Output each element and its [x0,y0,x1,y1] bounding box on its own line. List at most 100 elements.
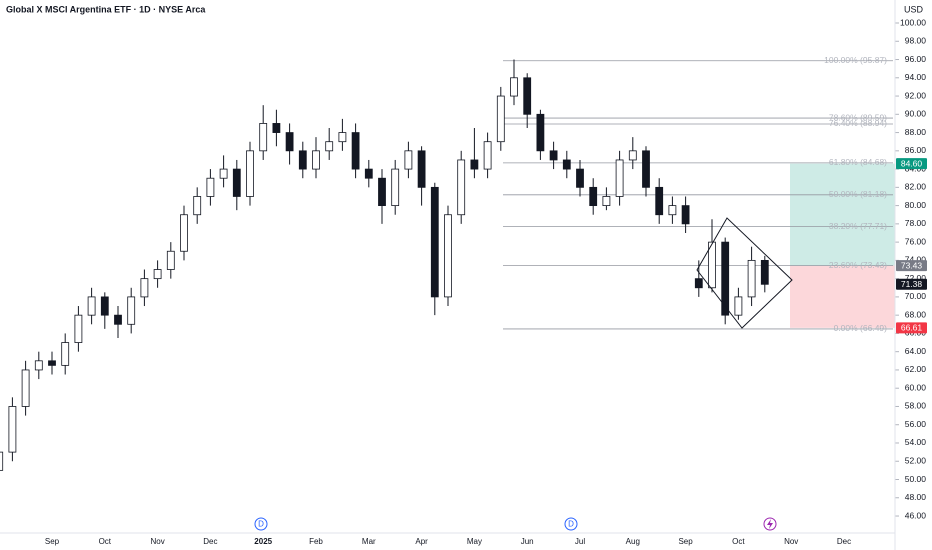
diamond-drawing [696,217,793,329]
candle-body [470,159,479,170]
candle-body [21,369,30,407]
x-tick-label: Jul [575,537,585,546]
candle-body [61,342,70,366]
candle-body [655,186,664,216]
candle-body [668,205,677,216]
candle-body [325,141,334,152]
y-tick-label: 80.00 [905,200,927,210]
x-tick-label: Oct [99,537,112,546]
candle-body [87,296,96,316]
fib-label: 76.40% (88.94) [829,118,887,128]
candle-body [510,77,518,97]
candle-body [338,132,347,143]
y-tick-label: 82.00 [905,182,927,192]
candle-body [140,278,149,298]
candle-body [0,451,4,471]
candle-body [760,259,769,285]
y-tick-label: 88.00 [905,127,927,137]
x-tick-label: Sep [45,537,60,546]
y-tick-label: 68.00 [905,309,927,319]
candle-body [628,150,637,161]
fib-label: 50.00% (81.18) [829,189,887,199]
candle-body [180,214,188,252]
y-tick-label: 46.00 [905,510,927,520]
candle-body [48,360,56,366]
candle-body [378,177,386,207]
candle-body [34,360,43,371]
x-tick-label: May [467,537,482,546]
price-tag-label: 66.61 [901,323,923,333]
candle-body [298,150,307,170]
y-tick-label: 62.00 [905,364,927,374]
price-tag-label: 73.43 [901,260,923,270]
y-tick-label: 78.00 [905,218,927,228]
fib-label: 100.00% (95.87) [824,55,887,65]
chart-title: Global X MSCI Argentina ETF · 1D · NYSE … [6,4,206,14]
y-tick-label: 48.00 [905,492,927,502]
lightning-icon [767,519,773,529]
candle-body [549,150,558,161]
candle-body [457,159,466,216]
price-tag [896,158,927,170]
event-dividend[interactable] [254,517,268,531]
currency: USD [904,4,924,14]
candle-body [153,269,162,280]
candle-body [351,132,360,170]
y-tick-label: 70.00 [905,291,927,301]
fib-label: 0.00% (66.49) [834,323,888,333]
candle-body [259,123,268,152]
x-tick-label: Feb [309,537,323,546]
y-tick-label: 58.00 [905,401,927,411]
candle-body [615,159,624,197]
candle-body [576,168,584,188]
y-tick-label: 76.00 [905,236,927,246]
candle-body [430,186,439,298]
candle-body [100,296,109,316]
x-tick-label: Apr [415,537,428,546]
candle-body [312,150,320,170]
x-tick-label: Jun [521,537,534,546]
x-tick-label: Nov [784,537,798,546]
y-tick-label: 56.00 [905,419,927,429]
candle-body [404,150,413,170]
candle-body [206,177,215,197]
candle-body [721,241,730,316]
candle-body [193,196,202,216]
x-tick-label: Aug [626,537,640,546]
price-tag [896,260,927,272]
event-dividend[interactable] [564,517,578,531]
price-tag [896,322,927,334]
candle-body [747,259,756,298]
candle-body [444,214,452,298]
candle-body [694,278,703,289]
y-tick-label: 96.00 [905,54,927,64]
stop-zone [790,265,895,328]
price-tag-label: 71.38 [901,279,923,289]
y-tick-label: 72.00 [905,273,927,283]
candle-body [681,205,690,225]
candle-body [602,196,611,207]
candle-body [232,168,241,197]
candle-body [391,168,400,207]
price-tag [896,278,927,290]
event-label: D [258,520,264,529]
y-tick-label: 86.00 [905,145,927,155]
y-tick-label: 64.00 [905,346,927,356]
fib-label: 78.60% (89.59) [829,112,887,122]
candle-body [364,168,373,179]
fib-label: 23.60% (73.43) [829,260,887,270]
candle-body [417,150,426,188]
y-tick-label: 74.00 [905,255,927,265]
candle-body [219,168,228,179]
y-tick-label: 100.00 [900,17,926,27]
candle-body [496,95,505,143]
x-tick-label: Dec [837,537,851,546]
x-tick-label: 2025 [254,537,272,546]
candle-body [127,296,136,325]
event-label: D [568,520,574,529]
target-zone [790,163,895,266]
y-tick-label: 94.00 [905,72,927,82]
y-tick-label: 90.00 [905,109,927,119]
candle-body [74,314,83,343]
